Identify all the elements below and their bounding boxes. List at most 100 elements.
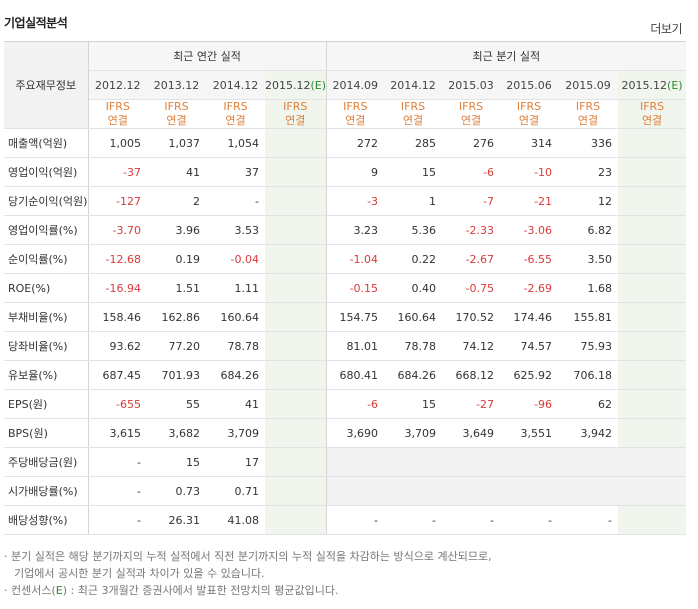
quarter-value: -3.06 [500, 215, 559, 245]
quarter-value: 3,690 [326, 418, 385, 448]
quarter-estimate-date: 2015.12(E) [618, 70, 687, 100]
quarter-estimate-cell [618, 157, 687, 187]
more-link[interactable]: 더보기 [650, 22, 682, 36]
quarter-estimate-cell [618, 215, 687, 245]
quarter-value: 155.81 [558, 302, 619, 332]
quarter-value: 3,649 [442, 418, 501, 448]
quarter-value: 9 [326, 157, 385, 187]
note-quarter-line1: · 분기 실적은 해당 분기까지의 누적 실적에서 직전 분기까지의 누적 실적… [4, 550, 492, 563]
annual-value: 3.96 [147, 215, 206, 245]
annual-value: 41 [206, 389, 265, 419]
ifrs-basis-cell: IFRS 연결 [147, 99, 206, 129]
ifrs-label: IFRS [575, 100, 601, 113]
quarter-value: 15 [384, 389, 443, 419]
annual-value: 1,054 [206, 128, 265, 158]
annual-estimate-cell [265, 128, 327, 158]
quarter-value: - [500, 505, 559, 535]
annual-estimate-cell [265, 476, 327, 506]
consolidated-label: 연결 [518, 114, 540, 127]
quarter-date: 2014.12 [384, 70, 443, 100]
row-label: 유보율(%) [4, 360, 89, 390]
ifrs-label: IFRS [105, 100, 130, 113]
consolidated-label: 연결 [285, 114, 306, 127]
quarter-value: -2.33 [442, 215, 501, 245]
financial-rows: 매출액(억원) 1,005 1,037 1,054 272 285 276 314 336 영업이… [4, 128, 687, 535]
quarter-value: -21 [500, 186, 559, 216]
quarter-value: -6 [326, 389, 385, 419]
quarter-unavailable-cell [326, 476, 687, 506]
annual-value: 55 [147, 389, 206, 419]
ifrs-basis-cell: IFRS 연결 [618, 99, 687, 129]
quarter-estimate-cell [618, 128, 687, 158]
note-consensus: · 컨센서스(E) : 최근 3개월간 증권사에서 발표한 전망치의 평균값입니… [0, 582, 698, 599]
table-row: 순이익률(%) -12.68 0.19 -0.04 -1.04 0.22 -2.67 -6.5… [4, 244, 687, 274]
annual-value: 1.11 [206, 273, 265, 303]
annual-estimate-cell [265, 418, 327, 448]
annual-estimate-cell [265, 273, 327, 303]
quarter-value: -96 [500, 389, 559, 419]
quarter-estimate-base: 2015.12 [621, 78, 668, 92]
consolidated-label: 연결 [225, 114, 246, 127]
annual-estimate-cell [265, 215, 327, 245]
quarter-value: -6 [442, 157, 501, 187]
annual-value: -12.68 [88, 244, 147, 274]
ifrs-basis-cell: IFRS 연결 [442, 99, 501, 129]
annual-value: 41.08 [206, 505, 265, 535]
annual-date: 2014.12 [206, 70, 265, 100]
footnotes: · 분기 실적은 해당 분기까지의 누적 실적에서 직전 분기까지의 누적 실적… [0, 548, 698, 599]
quarter-estimate-cell [618, 273, 687, 303]
quarter-date: 2015.06 [500, 70, 559, 100]
quarter-value: 314 [500, 128, 559, 158]
annual-value: - [88, 476, 147, 506]
note-consensus-mark: E [55, 584, 63, 597]
annual-value: 15 [147, 447, 206, 477]
table-row: 시가배당률(%) -0.73 0.71 [4, 476, 687, 506]
annual-estimate-cell [265, 331, 327, 361]
row-label: 당좌비율(%) [4, 331, 89, 361]
quarter-value: 706.18 [558, 360, 619, 390]
annual-value: - [206, 186, 265, 216]
quarter-value: 62 [558, 389, 619, 419]
annual-estimate-base: 2015.12 [265, 78, 311, 92]
annual-estimate-cell [265, 447, 327, 477]
table-row: BPS(원) 3,615 3,682 3,709 3,690 3,709 3,649 3,55… [4, 418, 687, 448]
annual-value: 162.86 [147, 302, 206, 332]
quarter-estimate-cell [618, 331, 687, 361]
table-row: 영업이익(억원) -37 41 37 9 15 -6 -10 23 [4, 157, 687, 187]
consolidated-label: 연결 [107, 114, 128, 127]
annual-value: 0.71 [206, 476, 265, 506]
note-quarter-line2: 기업에서 공시한 분기 실적과 차이가 있을 수 있습니다. [14, 567, 265, 580]
quarter-value: -1.04 [326, 244, 385, 274]
quarter-value: -3 [326, 186, 385, 216]
quarter-value: 75.93 [558, 331, 619, 361]
quarter-value: - [384, 505, 443, 535]
row-label: EPS(원) [4, 389, 89, 419]
table-row: 당좌비율(%) 93.62 77.20 78.78 81.01 78.78 74.12 74.… [4, 331, 687, 361]
quarter-value: 680.41 [326, 360, 385, 390]
row-label: 시가배당률(%) [4, 476, 89, 506]
ifrs-basis-cell: IFRS 연결 [265, 99, 327, 129]
quarter-value: -10 [500, 157, 559, 187]
table-row: 주당배당금(원) -15 17 [4, 447, 687, 477]
annual-date: 2012.12 [88, 70, 147, 100]
quarter-value: 6.82 [558, 215, 619, 245]
table-row: 당기순이익(억원) -127 2- -3 1 -7 -21 12 [4, 186, 687, 216]
quarter-value: 285 [384, 128, 443, 158]
quarter-estimate-cell [618, 244, 687, 274]
table-row: 영업이익률(%) -3.70 3.96 3.53 3.23 5.36 -2.33 -3.06 6… [4, 215, 687, 245]
quarter-unavailable-cell [326, 447, 687, 477]
annual-value: 3,682 [147, 418, 206, 448]
annual-value: 2 [147, 186, 206, 216]
quarter-value: 81.01 [326, 331, 385, 361]
consolidated-label: 연결 [345, 114, 366, 127]
ifrs-row: IFRS 연결 IFRS 연결 IFRS 연결 IFRS 연결 IFRS 연결 IFRS 연결 IFRS… [4, 99, 687, 129]
note-consensus-pre: · 컨센서스( [4, 584, 56, 597]
table-row: 배당성향(%) -26.31 41.08- - - - - [4, 505, 687, 535]
consolidated-label: 연결 [402, 114, 424, 127]
ifrs-label: IFRS [458, 100, 484, 113]
quarter-estimate-cell [618, 186, 687, 216]
quarter-value: 154.75 [326, 302, 385, 332]
quarter-value: 174.46 [500, 302, 559, 332]
annual-value: 93.62 [88, 331, 147, 361]
ifrs-label: IFRS [639, 100, 665, 113]
